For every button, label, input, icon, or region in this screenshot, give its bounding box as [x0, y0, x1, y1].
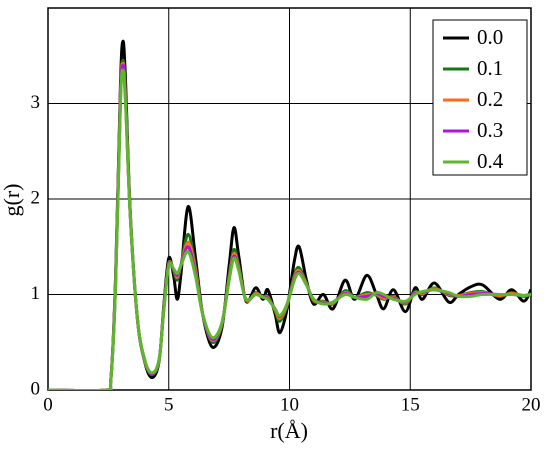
legend-label: 0.4 — [477, 149, 504, 173]
x-axis-label: r(Å) — [270, 418, 308, 443]
x-tick-label: 5 — [164, 394, 174, 415]
legend-label: 0.2 — [477, 87, 503, 111]
y-tick-label: 3 — [31, 92, 41, 113]
x-tick-label: 10 — [280, 394, 299, 415]
legend-box — [432, 19, 528, 176]
legend-label: 0.1 — [477, 56, 503, 80]
x-tick-label: 0 — [43, 394, 53, 415]
legend-label: 0.0 — [477, 25, 503, 49]
x-tick-label: 15 — [401, 394, 420, 415]
y-tick-label: 0 — [31, 378, 41, 399]
plot-frame — [47, 7, 532, 391]
y-tick-label: 2 — [31, 187, 41, 208]
y-axis-label: g(r) — [0, 184, 24, 217]
legend-label: 0.3 — [477, 118, 503, 142]
y-tick-label: 1 — [31, 283, 41, 304]
x-tick-label: 20 — [522, 394, 541, 415]
series-line — [48, 68, 531, 390]
